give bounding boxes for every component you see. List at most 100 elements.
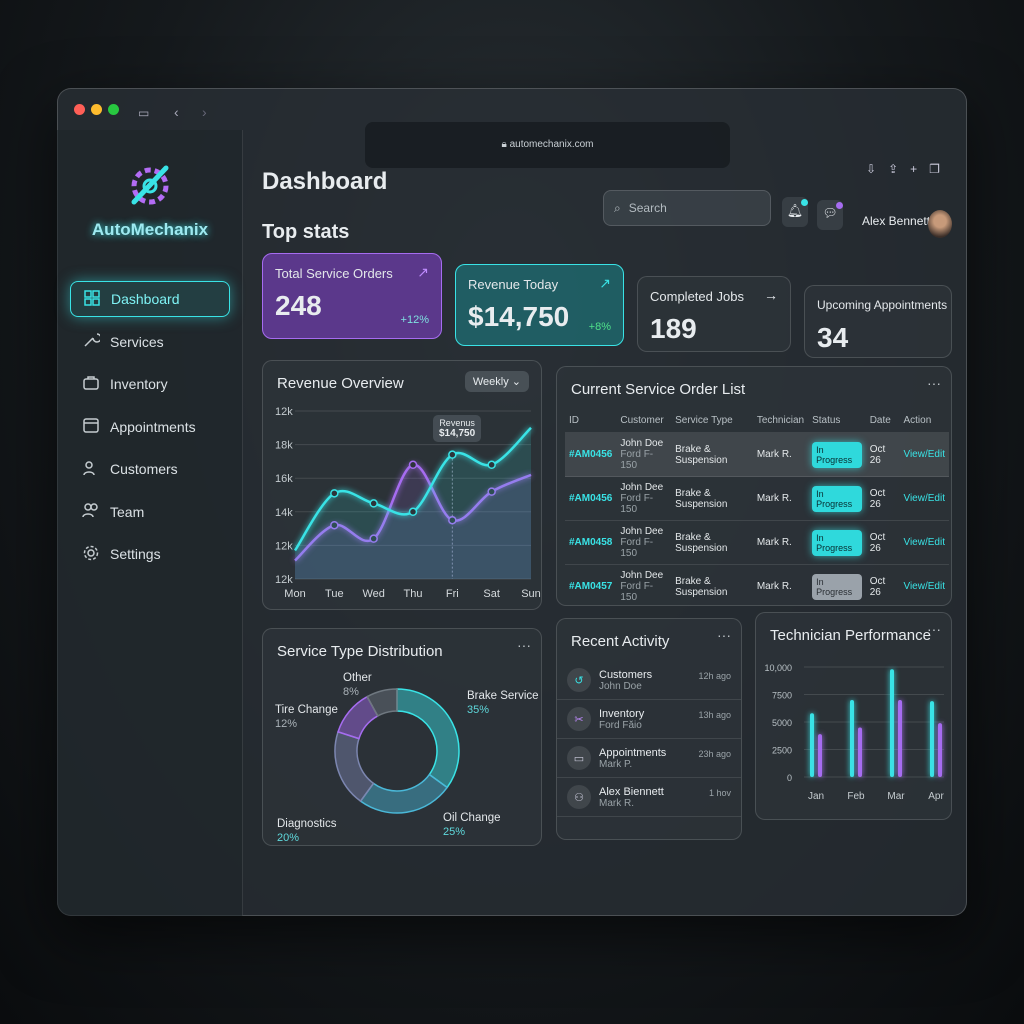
bar[interactable] [850,700,854,777]
data-point[interactable] [448,515,457,525]
team-icon [82,501,100,522]
activity-item[interactable]: ✂ Inventory Ford Făio 13h ago [557,700,741,739]
service-type-distribution-card: Service Type Distribution ··· Brake Servi… [262,628,542,846]
avatar[interactable] [928,210,952,238]
table-row[interactable]: #AM0456 John Doe Ford F-150 Brake & Suspens… [565,432,949,477]
x-tick-label: Fri [446,588,459,600]
view-edit-link[interactable]: View/Edit [899,476,949,521]
order-id[interactable]: #AM0457 [565,564,617,608]
donut-slice[interactable] [396,688,460,789]
sidebar-item-dashboard[interactable]: Dashboard [70,281,230,317]
more-options-icon[interactable]: ··· [927,375,941,391]
data-point[interactable] [487,460,496,470]
chat-icon[interactable]: 💬︎ [817,200,843,230]
donut-slice[interactable] [359,773,449,814]
y-tick-label: 10,000 [764,663,792,673]
data-point[interactable] [330,520,339,530]
slice-percent: 12% [275,718,297,730]
order-id[interactable]: #AM0458 [565,520,617,565]
customer-cell: John Dee Ford F-150 [616,520,672,565]
x-tick-label: Feb [847,791,865,802]
data-point[interactable] [369,534,378,543]
activity-subtitle: Ford Făio [599,719,642,731]
column-header[interactable]: Status [812,415,841,426]
share-icon[interactable]: ⇪ [888,162,911,176]
lock-icon: 🔒︎ [501,139,510,150]
chart-tooltip: Revenus $14,750 [433,415,482,442]
bar[interactable] [930,701,934,777]
donut-chart: Brake Service 35% Oil Change 25% Diagnostics… [275,672,539,844]
browser-actions[interactable]: ⇩⇪+❐ [866,162,952,176]
data-point[interactable] [408,507,418,517]
view-edit-link[interactable]: View/Edit [899,432,949,477]
column-header[interactable]: ID [569,415,579,426]
wrench-icon [82,331,102,352]
column-header[interactable]: Action [903,415,932,426]
column-header[interactable]: Date [869,415,891,426]
download-icon[interactable]: ⇩ [866,162,889,176]
stat-upcoming-appointments[interactable]: Upcoming Appointments 34 [804,285,952,358]
more-options-icon[interactable]: ··· [927,621,941,637]
new-tab-icon[interactable]: + [910,162,930,176]
bar[interactable] [938,723,942,777]
bar[interactable] [818,734,822,777]
data-point[interactable] [369,499,378,508]
table-row[interactable]: #AM0458 John Dee Ford F-150 Brake & Suspens… [565,520,949,565]
data-point[interactable] [408,460,418,470]
sidebar-item-label: Team [110,503,145,520]
order-id[interactable]: #AM0456 [565,476,617,521]
minimize-window-button[interactable] [91,104,102,115]
maximize-window-button[interactable] [108,104,119,115]
forward-icon[interactable]: › [202,104,207,120]
stat-completed-jobs[interactable]: Completed Jobs 189 → [637,276,791,352]
close-window-button[interactable] [74,104,85,115]
bell-icon[interactable]: 🔔︎ [782,197,808,227]
sidebar-item-settings[interactable]: Settings [70,536,230,572]
bar[interactable] [858,727,862,778]
sidebar-item-inventory[interactable]: Inventory [70,366,230,402]
order-id[interactable]: #AM0456 [565,432,617,477]
bar[interactable] [810,713,814,777]
view-edit-link[interactable]: View/Edit [899,564,949,608]
donut-slice[interactable] [366,688,398,717]
view-edit-link[interactable]: View/Edit [899,520,949,565]
activity-item[interactable]: ▭ Appointments Mark P. 23h ago [557,739,741,778]
sidebar-item-appointments[interactable]: Appointments [70,409,230,445]
more-options-icon[interactable]: ··· [717,627,731,643]
activity-item[interactable]: ⚇ Alex Biennett Mark R. 1 hov [557,778,741,817]
customer-name: John Dee [620,482,664,493]
bar[interactable] [898,700,902,777]
sidebar-item-customers[interactable]: Customers [70,451,230,487]
sidebar-item-team[interactable]: Team [70,494,230,530]
tabs-icon[interactable]: ❐ [929,162,952,176]
more-options-icon[interactable]: ··· [517,637,531,653]
sidebar-item-services[interactable]: Services [70,324,230,360]
stat-revenue-today[interactable]: Revenue Today $14,750 ↗ +8% [455,264,624,346]
notification-dot [801,199,808,206]
range-dropdown[interactable]: Weekly ⌄ [464,371,529,392]
column-header[interactable]: Service Type [675,415,733,426]
activity-item[interactable]: ↺ Customers John Doe 12h ago [557,661,741,700]
stat-label: Total Service Orders [275,266,393,281]
status-badge: In Progress [812,573,862,600]
revenue-line-chart: 12k 18k 16k 14k 12k 12k Mon Tue Wed Thu Fri Sat Sun [275,406,541,600]
search-input[interactable]: ⌕ Search [603,190,771,226]
table-row[interactable]: #AM0456 John Dee Ford F-150 Brake & Suspens… [565,476,949,521]
search-placeholder: Search [628,201,667,215]
column-header[interactable]: Customer [620,415,664,426]
y-tick-label: 0 [787,773,792,783]
stat-total-service-orders[interactable]: Total Service Orders 248 ↗ +12% [262,253,442,339]
donut-slice[interactable] [334,730,375,803]
data-point[interactable] [487,487,496,496]
back-icon[interactable]: ‹ [174,104,179,120]
date: Oct 26 [865,476,900,521]
data-point[interactable] [448,450,457,459]
status-cell: In Progress [808,564,866,608]
data-point[interactable] [330,489,339,498]
column-header[interactable]: Technician [756,415,805,426]
table-row[interactable]: #AM0457 John Dee Ford F-150 Brake & Suspens… [565,564,949,608]
sidebar-toggle-icon[interactable]: ▭ [138,106,150,120]
user-name[interactable]: Alex Bennett [862,214,931,228]
bar[interactable] [890,669,894,777]
address-bar[interactable]: 🔒︎ automechanix.com [365,122,730,168]
